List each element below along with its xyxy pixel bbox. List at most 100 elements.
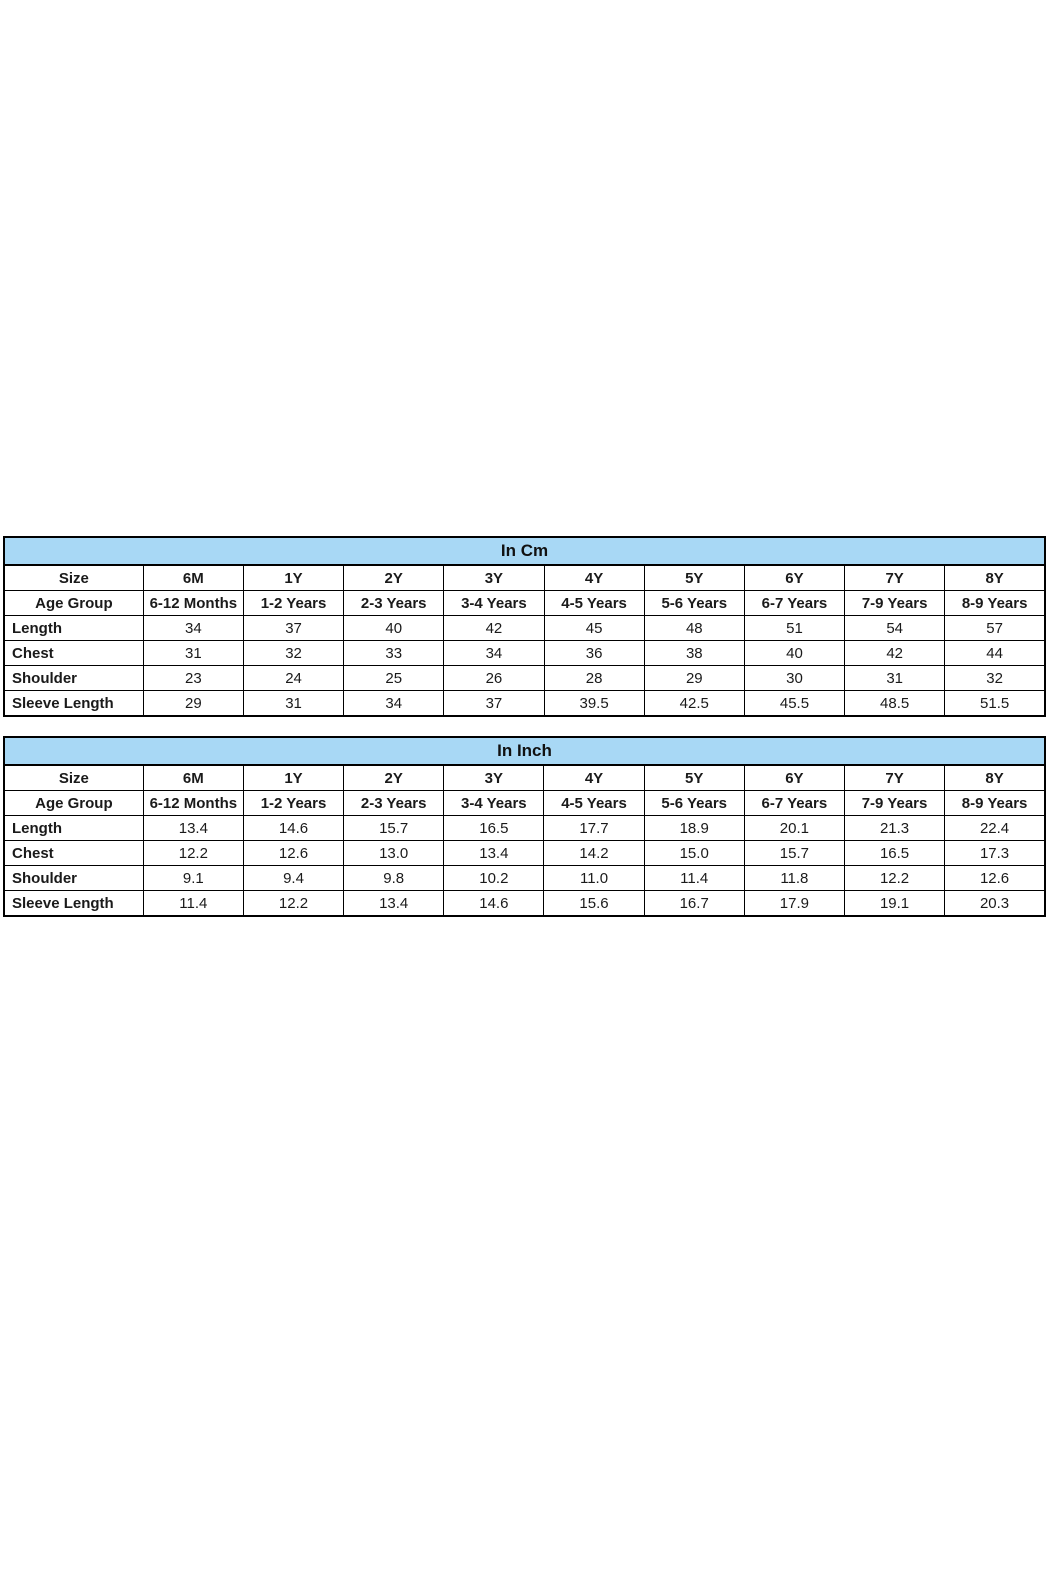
table-cell: 9.1	[142, 865, 244, 891]
table-cell: 44	[944, 640, 1046, 666]
table-cell: 7-9 Years	[843, 790, 946, 816]
table-cell: 4Y	[543, 764, 645, 791]
row-label: Size	[3, 564, 144, 591]
table-cell: 15.6	[543, 890, 645, 917]
table-cell: 6-12 Months	[142, 790, 244, 816]
table-cell: 11.4	[142, 890, 244, 917]
row-label: Length	[3, 815, 144, 841]
table-cell: 19.1	[843, 890, 946, 917]
table-cell: 29	[142, 690, 244, 717]
table-cell: 34	[443, 640, 545, 666]
row-label: Chest	[3, 840, 144, 866]
table-cell: 6-7 Years	[743, 590, 846, 616]
table-cell: 13.4	[343, 890, 445, 917]
table-cell: 5Y	[643, 764, 745, 791]
table-cell: 38	[643, 640, 745, 666]
table-cell: 15.7	[743, 840, 845, 866]
table-cell: 2Y	[343, 764, 445, 791]
table-cell: 34	[343, 690, 445, 717]
table-cell: 57	[944, 615, 1046, 641]
table-cell: 3-4 Years	[443, 790, 545, 816]
table-cell: 32	[944, 665, 1046, 691]
table-cell: 10.2	[443, 865, 545, 891]
table-cell: 51.5	[944, 690, 1046, 717]
table-cell: 8Y	[944, 564, 1046, 591]
table-row: Size 6M 1Y 2Y 3Y 4Y 5Y 6Y 7Y 8Y	[3, 764, 1046, 791]
table-cell: 25	[343, 665, 445, 691]
row-label: Shoulder	[3, 865, 144, 891]
row-label: Sleeve Length	[3, 690, 144, 717]
table-row: Age Group 6-12 Months 1-2 Years 2-3 Years 3-…	[3, 590, 1046, 616]
table-cell: 8-9 Years	[944, 590, 1046, 616]
table-row: Age Group 6-12 Months 1-2 Years 2-3 Years 3-…	[3, 790, 1046, 816]
table-cell: 51	[743, 615, 846, 641]
size-chart-cm: In Cm Size 6M 1Y 2Y 3Y 4Y 5Y 6Y 7Y 8Y Age Group 6-1…	[3, 536, 1046, 717]
table-cell: 13.0	[343, 840, 445, 866]
table-cell: 8-9 Years	[944, 790, 1046, 816]
table-title-row: In Cm	[3, 536, 1046, 566]
table-cell: 5-6 Years	[643, 590, 745, 616]
table-cell: 16.5	[443, 815, 545, 841]
table-cell: 32	[242, 640, 345, 666]
table-cell: 12.2	[142, 840, 244, 866]
table-cell: 1Y	[242, 764, 345, 791]
table-cell: 42	[844, 640, 946, 666]
table-cell: 1-2 Years	[242, 590, 345, 616]
table-cell: 12.2	[843, 865, 946, 891]
size-chart-inch-table: In Inch Size 6M 1Y 2Y 3Y 4Y 5Y 6Y 7Y 8Y Age Group 6…	[3, 736, 1046, 917]
table-cell: 31	[142, 640, 244, 666]
table-cell: 5Y	[643, 564, 745, 591]
table-cell: 22.4	[944, 815, 1046, 841]
table-row: Length 13.4 14.6 15.7 16.5 17.7 18.9 20.1 21.3 22…	[3, 815, 1046, 841]
table-row: Chest 12.2 12.6 13.0 13.4 14.2 15.0 15.7 16.5 17.…	[3, 840, 1046, 866]
table-cell: 2Y	[343, 564, 445, 591]
table-cell: 31	[844, 665, 946, 691]
table-title: In Inch	[3, 736, 1046, 766]
table-cell: 42.5	[643, 690, 745, 717]
table-cell: 15.7	[343, 815, 445, 841]
table-cell: 12.2	[242, 890, 345, 917]
table-cell: 45.5	[743, 690, 846, 717]
table-row: Shoulder 23 24 25 26 28 29 30 31 32	[3, 665, 1046, 691]
table-cell: 34	[142, 615, 244, 641]
table-cell: 20.1	[743, 815, 845, 841]
row-label: Age Group	[3, 590, 144, 616]
table-cell: 16.5	[843, 840, 946, 866]
table-cell: 33	[343, 640, 445, 666]
table-cell: 11.0	[543, 865, 645, 891]
table-cell: 3Y	[443, 764, 545, 791]
table-cell: 6M	[142, 564, 244, 591]
table-cell: 9.4	[242, 865, 345, 891]
table-cell: 1-2 Years	[242, 790, 345, 816]
table-cell: 48	[643, 615, 745, 641]
table-row: Sleeve Length 29 31 34 37 39.5 42.5 45.5 48.5 51.…	[3, 690, 1046, 717]
table-cell: 36	[543, 640, 645, 666]
table-row: Size 6M 1Y 2Y 3Y 4Y 5Y 6Y 7Y 8Y	[3, 564, 1046, 591]
table-cell: 14.2	[543, 840, 645, 866]
table-cell: 31	[242, 690, 345, 717]
table-cell: 37	[443, 690, 545, 717]
table-cell: 9.8	[343, 865, 445, 891]
row-label: Age Group	[3, 790, 144, 816]
table-cell: 7Y	[844, 564, 946, 591]
table-cell: 4-5 Years	[543, 790, 645, 816]
table-cell: 14.6	[242, 815, 345, 841]
table-cell: 6-7 Years	[743, 790, 845, 816]
row-label: Shoulder	[3, 665, 144, 691]
table-cell: 18.9	[643, 815, 745, 841]
table-cell: 7Y	[843, 764, 946, 791]
table-cell: 7-9 Years	[844, 590, 946, 616]
table-cell: 13.4	[443, 840, 545, 866]
table-cell: 8Y	[944, 764, 1046, 791]
table-cell: 40	[743, 640, 846, 666]
table-title-row: In Inch	[3, 736, 1046, 766]
table-cell: 17.7	[543, 815, 645, 841]
table-cell: 29	[643, 665, 745, 691]
table-cell: 3-4 Years	[443, 590, 545, 616]
table-cell: 20.3	[944, 890, 1046, 917]
table-cell: 15.0	[643, 840, 745, 866]
table-cell: 5-6 Years	[643, 790, 745, 816]
table-cell: 6M	[142, 764, 244, 791]
table-cell: 24	[242, 665, 345, 691]
